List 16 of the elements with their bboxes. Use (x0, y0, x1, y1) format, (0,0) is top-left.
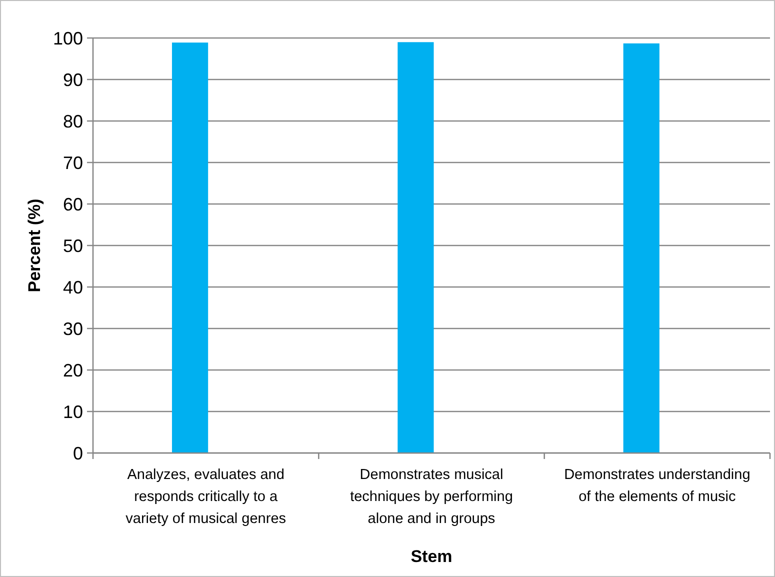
y-tick-label: 80 (62, 111, 83, 132)
y-tick-label: 20 (62, 360, 83, 380)
x-axis-title: Stem (410, 547, 452, 566)
x-tick-label: Demonstrates musical techniques by performing alone and in groups (350, 467, 513, 527)
y-tick-label: 30 (62, 318, 83, 339)
y-axis-title: Percent (%) (25, 198, 44, 292)
y-tick-label: 50 (62, 236, 83, 256)
y-tick-label: 60 (62, 194, 83, 214)
x-tick-label: Demonstrates understanding of the elements of music (564, 467, 750, 505)
y-tick-label: 40 (62, 277, 83, 298)
y-tick-label: 0 (72, 443, 83, 464)
y-tick-label: 10 (62, 402, 83, 422)
y-tick-label: 100 (52, 28, 83, 48)
x-tick-label: Analyzes, evaluates and responds critically to a variety of musical genres (126, 467, 286, 527)
y-tick-label: 70 (62, 152, 83, 173)
y-tick-label: 90 (62, 70, 83, 90)
